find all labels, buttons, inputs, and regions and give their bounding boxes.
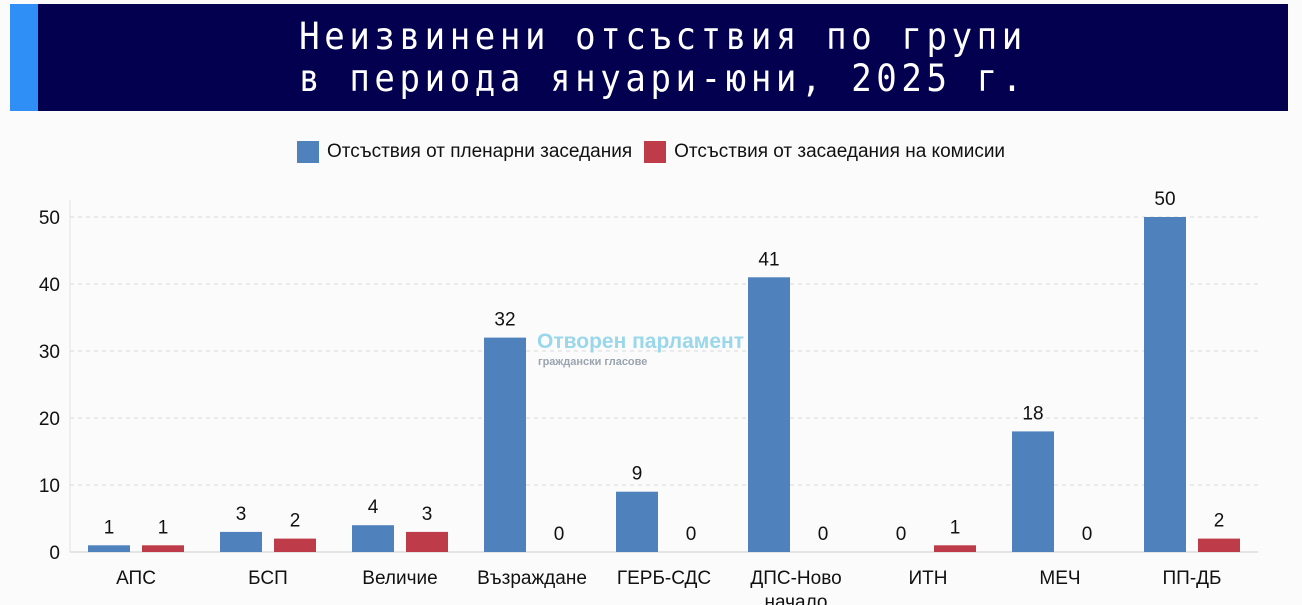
data-label: 18 — [1022, 403, 1043, 424]
data-label: 9 — [632, 464, 643, 485]
bar-plenary — [88, 545, 130, 552]
x-tick-label: БСП — [248, 568, 288, 589]
x-tick-label: ПП-ДБ — [1163, 568, 1222, 589]
legend-label-plenary: Отсъствия от пленарни заседания — [326, 141, 633, 162]
data-label: 4 — [368, 497, 379, 518]
legend-label-committees: Отсъствия от засаедания на комисии — [674, 141, 1006, 162]
x-tick-label: Величие — [362, 568, 437, 589]
bar-plenary — [352, 525, 394, 552]
data-label: 0 — [818, 524, 829, 545]
x-tick-label: ГЕРБ-СДС — [617, 568, 711, 589]
data-label: 3 — [422, 504, 433, 525]
x-tick-label: АПС — [116, 568, 156, 589]
accent-stripe — [10, 4, 38, 111]
y-tick-label: 30 — [39, 342, 60, 363]
legend: Отсъствия от пленарни заседания Отсъстви… — [0, 141, 1302, 163]
bar-committees — [1198, 538, 1240, 552]
data-label: 0 — [896, 524, 907, 545]
data-label: 32 — [494, 310, 515, 331]
x-tick-label: ИТН — [909, 568, 948, 589]
data-label: 1 — [104, 517, 115, 538]
bar-plenary — [748, 277, 790, 552]
y-tick-label: 10 — [39, 476, 60, 497]
bar-committees — [406, 531, 448, 552]
data-label: 0 — [1082, 524, 1093, 545]
data-label: 2 — [1214, 511, 1225, 532]
bar-committees — [274, 538, 316, 552]
watermark-name: Отворен парламент — [537, 330, 744, 353]
title-line-1: Неизвинени отсъствия по групи — [299, 15, 1027, 58]
bar-plenary — [220, 531, 262, 552]
legend-item-committees: Отсъствия от засаедания на комисии — [644, 141, 1005, 163]
y-tick-label: 20 — [39, 409, 60, 430]
legend-item-plenary: Отсъствия от пленарни заседания — [296, 141, 633, 163]
bar-plenary — [484, 337, 526, 552]
bar-plenary — [1012, 431, 1054, 552]
y-tick-label: 40 — [39, 275, 60, 296]
x-tick-label: МЕЧ — [1039, 568, 1080, 589]
data-label: 0 — [686, 524, 697, 545]
title-banner: Неизвинени отсъствия по групи в периода … — [10, 4, 1288, 111]
watermark-tagline: граждански гласове — [538, 356, 648, 368]
data-label: 3 — [236, 504, 247, 525]
data-label: 0 — [554, 524, 565, 545]
data-label: 1 — [158, 517, 169, 538]
legend-swatch-plenary — [296, 141, 319, 163]
bar-committees — [142, 545, 184, 552]
data-label: 2 — [290, 511, 301, 532]
title-line-2: в периода януари-юни, 2025 г. — [299, 57, 1027, 100]
bar-plenary — [616, 491, 658, 552]
data-label: 1 — [950, 517, 961, 538]
chart-title: Неизвинени отсъствия по групи в периода … — [88, 16, 1238, 100]
legend-swatch-committees — [644, 141, 667, 163]
y-tick-label: 0 — [49, 543, 60, 564]
data-label: 41 — [758, 249, 779, 270]
y-tick-label: 50 — [39, 208, 60, 229]
data-label: 50 — [1154, 189, 1175, 210]
x-tick-label: Възраждане — [477, 568, 587, 589]
x-tick-label: ДПС-Ново — [750, 568, 841, 589]
bar-plenary — [1144, 217, 1186, 552]
x-tick-label: начало — [765, 592, 828, 605]
bar-committees — [934, 545, 976, 552]
